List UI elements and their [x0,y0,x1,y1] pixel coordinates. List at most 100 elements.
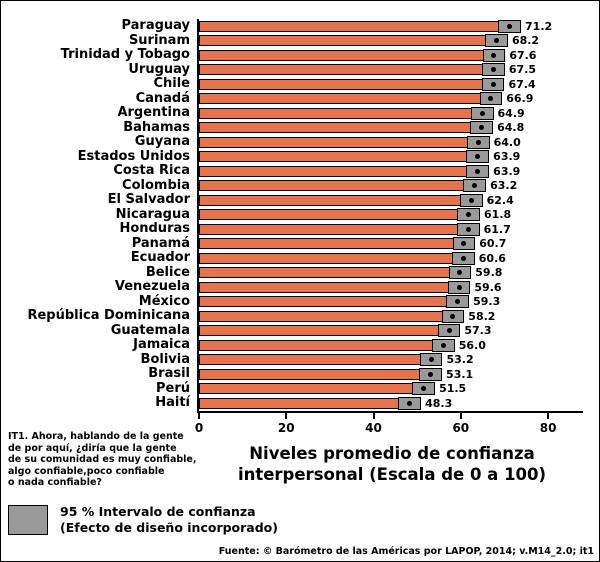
category-label: Guatemala [110,322,190,338]
mean-dot [460,255,466,261]
value-label: 57.3 [464,324,492,337]
bar [199,267,460,279]
value-label: 53.2 [446,353,474,366]
category-label: Trinidad y Tobago [60,47,190,62]
bar [199,165,478,177]
mean-dot [440,342,446,348]
mean-dot [407,400,413,406]
value-label: 67.6 [509,48,537,62]
category-label: Panamá [131,235,190,251]
bar [199,180,475,192]
mean-dot [507,23,513,29]
value-label: 63.2 [490,179,518,192]
mean-dot [461,241,467,247]
x-tick-label: 60 [452,420,470,435]
category-label: Uruguay [128,61,190,77]
x-tick [459,412,462,419]
x-tick [372,412,375,419]
bar [199,49,494,61]
mean-dot [457,270,463,276]
x-tick [547,412,550,419]
mean-dot [421,386,427,392]
value-label: 53.1 [446,367,474,381]
mean-dot [490,81,496,87]
value-label: 67.4 [508,77,536,91]
mean-dot [455,299,461,305]
category-label: Brasil [148,366,190,381]
value-label: 63.9 [493,150,521,163]
value-label: 64.8 [497,121,525,134]
category-label: Honduras [119,221,190,236]
mean-dot [428,357,434,363]
mean-dot [446,328,452,334]
value-label: 48.3 [425,396,453,410]
x-tick-label: 80 [539,420,557,435]
mean-dot [466,212,472,218]
bar [199,64,494,76]
category-label: Bahamas [123,119,190,135]
value-label: 61.8 [484,208,512,221]
category-label: Estados Unidos [77,148,190,164]
bar [199,35,497,47]
mean-dot [475,139,481,145]
x-tick-label: 20 [277,420,295,435]
mean-dot [494,38,500,44]
value-label: 71.2 [525,19,553,33]
bar [199,238,464,250]
source-text: Fuente: © Barómetro de las Américas por … [218,546,594,557]
category-label: Paraguay [121,18,190,33]
category-label: México [138,293,190,309]
value-label: 51.5 [439,382,467,395]
mean-dot [491,52,497,58]
x-axis-ticks: 0 20 40 60 80 [195,412,583,439]
category-label: Argentina [117,105,190,120]
bar-chart: Paraguay Surinam Trinidad y Tobago Uruguay C… [7,18,583,439]
bar [199,151,478,163]
category-label: Nicaragua [115,206,190,222]
value-label: 59.3 [473,295,501,308]
category-label: Costa Rica [113,163,190,178]
bar [199,93,491,105]
mean-dot [468,197,474,203]
category-label: Bolivia [140,351,190,367]
category-labels: Paraguay Surinam Trinidad y Tobago Uruguay C… [7,18,197,413]
bar [199,383,424,395]
x-tick [285,412,288,419]
mean-dot [456,284,462,290]
bar [199,209,469,221]
category-label: Perú [155,380,190,396]
mean-dot [475,154,481,160]
x-tick-label: 0 [194,420,204,435]
value-label: 58.2 [468,309,496,323]
category-label: Chile [153,76,190,91]
bar [199,281,460,293]
mean-dot [479,125,485,131]
x-tick [198,412,200,419]
value-label: 59.8 [475,266,503,279]
value-label: 56.0 [458,338,486,352]
plot-area: 71.2 68.2 67.6 67.5 67.4 66.9 64.9 64.8 64.0 63.9… [197,19,583,413]
value-label: 60.6 [478,251,506,265]
bar [199,397,410,409]
category-label: Jamaica [133,337,190,352]
question-note: IT1. Ahora, hablando de la gente de por … [8,431,197,489]
bar [199,310,453,322]
bar [199,20,510,32]
value-label: 66.9 [506,92,534,105]
category-label: República Dominicana [27,308,190,323]
chart-grid: Paraguay Surinam Trinidad y Tobago Uruguay C… [7,18,583,413]
mean-dot [475,168,481,174]
bar [199,296,458,308]
legend-label: 95 % Intervalo de confianza (Efecto de d… [60,504,278,535]
mean-dot [491,67,497,73]
legend-ci-swatch [8,505,48,535]
category-label: Guyana [134,134,190,149]
bar [199,78,494,90]
value-label: 67.5 [508,63,537,76]
value-label: 64.0 [493,135,521,149]
bar [199,223,469,235]
mean-dot [479,110,485,116]
value-label: 63.9 [493,164,521,178]
bar [199,122,482,134]
